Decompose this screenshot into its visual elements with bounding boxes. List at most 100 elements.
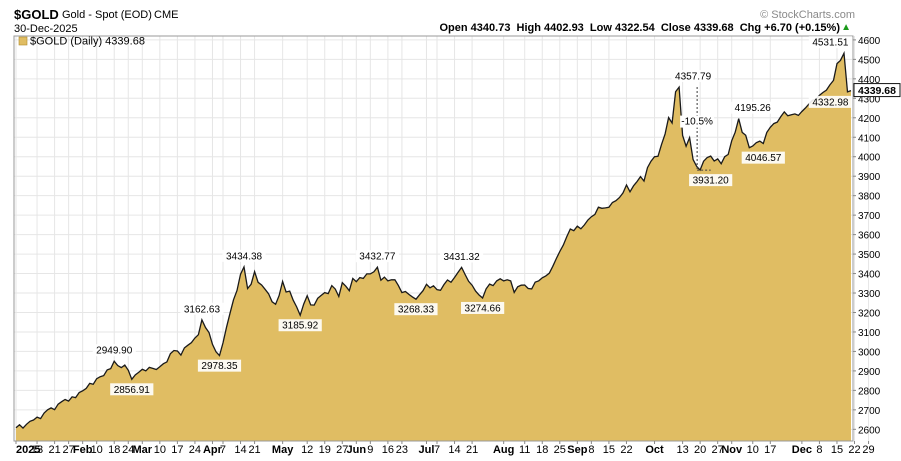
- x-tick-label: Jun: [347, 444, 367, 456]
- annotation-label: 3268.33: [398, 305, 435, 316]
- chart-date: 30-Dec-2025: [14, 23, 78, 35]
- y-tick-label: 3900: [858, 172, 881, 183]
- annotation-label: 4531.51: [812, 38, 849, 49]
- x-tick-label: 21: [248, 444, 260, 456]
- symbol-title: $GOLD: [14, 7, 59, 22]
- annotation-label: 3185.92: [282, 321, 319, 332]
- watermark: © StockCharts.com: [760, 9, 855, 21]
- annotation-box: [808, 36, 852, 49]
- x-tick-label: 13: [31, 444, 43, 456]
- symbol-description: Gold - Spot (EOD): [62, 9, 152, 21]
- annotation-label: 3431.32: [443, 252, 480, 263]
- annotation-box: [197, 359, 242, 372]
- x-tick-label: 23: [396, 444, 408, 456]
- y-tick-label: 4600: [858, 36, 881, 47]
- x-tick-label: 22: [848, 444, 860, 456]
- price-line: [15, 50, 852, 430]
- annotation-box: [180, 302, 224, 315]
- x-tick-label: 9: [367, 444, 373, 456]
- drawdown-label: -10.5%: [681, 117, 713, 128]
- x-tick-label: 24: [122, 444, 134, 456]
- last-value-label: 4339.68: [858, 85, 896, 97]
- y-tick-label: 3500: [858, 250, 881, 261]
- price-area: [16, 53, 851, 441]
- x-tick-label: 27: [712, 444, 724, 456]
- annotation-label: 4046.57: [745, 153, 782, 164]
- x-tick-label: 22: [620, 444, 632, 456]
- x-tick-label: 2025: [16, 444, 40, 456]
- annotation-label: 2978.35: [201, 361, 238, 372]
- drawdown-box: [680, 115, 715, 128]
- annotation-label: 3434.38: [226, 251, 263, 262]
- x-tick-label: 13: [676, 444, 688, 456]
- y-tick-label: 3100: [858, 328, 881, 339]
- annotation-label: 3162.63: [184, 304, 221, 315]
- x-tick-label: 25: [554, 444, 566, 456]
- annotation-box: [461, 301, 505, 314]
- annotation-box: [394, 303, 438, 316]
- x-tick-label: 27: [63, 444, 75, 456]
- annotation-box: [439, 250, 484, 263]
- x-tick-label: 12: [301, 444, 313, 456]
- x-tick-label: 10: [91, 444, 103, 456]
- y-tick-label: 3300: [858, 289, 881, 300]
- x-tick-label: 21: [48, 444, 60, 456]
- x-tick-label: 14: [234, 444, 246, 456]
- x-tick-label: 21: [466, 444, 478, 456]
- x-tick-label: 10: [154, 444, 166, 456]
- x-tick-label: 17: [764, 444, 776, 456]
- annotation-box: [741, 151, 785, 164]
- annotation-label: 2856.91: [114, 385, 151, 396]
- annotation-box: [222, 249, 266, 262]
- y-tick-label: 4100: [858, 133, 881, 144]
- x-tick-label: Sep: [567, 444, 587, 456]
- y-tick-label: 3700: [858, 211, 881, 222]
- chg-triangle-icon: ▲: [841, 22, 851, 33]
- annotation-box: [808, 95, 852, 108]
- y-tick-label: 2700: [858, 406, 881, 417]
- x-tick-label: 15: [831, 444, 843, 456]
- x-tick-label: Aug: [493, 444, 514, 456]
- y-tick-label: 4000: [858, 153, 881, 164]
- ohlc-summary: Open 4340.73 High 4402.93 Low 4322.54 Cl…: [439, 22, 841, 34]
- y-tick-label: 4200: [858, 114, 881, 125]
- x-tick-label: 16: [382, 444, 394, 456]
- x-tick-label: 8: [816, 444, 822, 456]
- x-tick-label: Mar: [133, 444, 153, 456]
- annotation-label: 3274.66: [465, 303, 502, 314]
- x-tick-label: May: [272, 444, 294, 456]
- y-tick-label: 2900: [858, 367, 881, 378]
- plot-border: [13, 35, 854, 442]
- x-tick-label: 7: [434, 444, 440, 456]
- x-tick-label: 17: [171, 444, 183, 456]
- x-tick-label: 27: [336, 444, 348, 456]
- legend-label: $GOLD (Daily) 4339.68: [30, 36, 145, 48]
- annotation-label: 2949.90: [96, 346, 133, 357]
- y-tick-label: 3000: [858, 347, 881, 358]
- x-tick-label: 11: [519, 444, 530, 456]
- x-tick-label: Oct: [645, 444, 664, 456]
- annotation-label: 4357.79: [675, 72, 712, 83]
- x-tick-label: Apr: [203, 444, 223, 456]
- y-tick-label: 2800: [858, 386, 881, 397]
- annotation-label: 4195.26: [735, 103, 772, 114]
- annotation-label: 4332.98: [812, 97, 849, 108]
- x-tick-label: Nov: [721, 444, 743, 456]
- annotation-box: [278, 319, 322, 332]
- x-tick-label: 8: [588, 444, 594, 456]
- x-tick-label: Feb: [73, 444, 93, 456]
- annotation-box: [731, 101, 775, 114]
- y-tick-label: 3600: [858, 231, 881, 242]
- annotation-label: 3432.77: [359, 252, 396, 263]
- legend-swatch: [18, 36, 28, 46]
- y-tick-label: 2600: [858, 425, 881, 436]
- annotation-box: [671, 70, 715, 83]
- x-tick-label: 24: [189, 444, 201, 456]
- x-tick-label: 20: [694, 444, 706, 456]
- x-tick-label: Dec: [792, 444, 812, 456]
- y-tick-label: 4300: [858, 94, 881, 105]
- x-tick-label: 14: [448, 444, 460, 456]
- annotation-box: [355, 250, 399, 263]
- x-tick-label: 18: [108, 444, 120, 456]
